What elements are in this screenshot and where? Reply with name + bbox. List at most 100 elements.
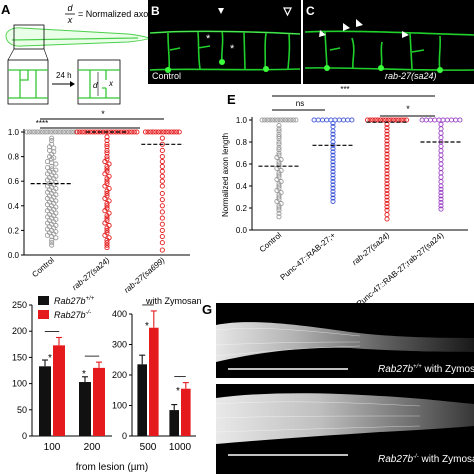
x-category-label: 500 bbox=[140, 442, 157, 453]
data-point bbox=[275, 117, 281, 123]
panel-a-letter: A bbox=[1, 2, 11, 17]
data-point bbox=[163, 129, 169, 135]
data-point bbox=[106, 173, 112, 179]
data-point bbox=[336, 117, 342, 123]
panel-e-letter: E bbox=[227, 92, 236, 107]
data-point bbox=[104, 193, 110, 199]
zoom-box-after bbox=[77, 59, 121, 105]
data-point bbox=[384, 171, 390, 177]
data-point bbox=[276, 210, 282, 217]
data-point bbox=[438, 179, 444, 185]
panel-b-cell-body bbox=[219, 59, 225, 65]
data-point bbox=[440, 117, 446, 123]
y-tick-label: 0.6 bbox=[236, 160, 248, 169]
data-point bbox=[264, 117, 270, 123]
data-point bbox=[330, 169, 336, 175]
data-point bbox=[276, 139, 282, 145]
data-point bbox=[24, 129, 30, 135]
caption-gene: Rab27b bbox=[378, 364, 413, 375]
data-point bbox=[104, 218, 110, 224]
data-point bbox=[104, 147, 110, 153]
data-point bbox=[277, 117, 283, 123]
data-point bbox=[438, 126, 444, 132]
data-point bbox=[276, 172, 282, 178]
data-point bbox=[276, 214, 282, 220]
data-point bbox=[384, 191, 390, 197]
legend-swatch-ko bbox=[38, 310, 49, 319]
data-point bbox=[423, 117, 429, 123]
panel-f-x-axis-title: from lesion (µm) bbox=[76, 462, 148, 473]
y-tick-label: 400 bbox=[112, 309, 127, 319]
data-point bbox=[384, 204, 390, 210]
y-tick-label: 50 bbox=[17, 405, 27, 415]
data-point bbox=[345, 117, 351, 123]
data-point bbox=[330, 179, 336, 185]
data-point bbox=[448, 117, 455, 123]
data-point bbox=[161, 129, 167, 135]
x-category-label: Control bbox=[30, 255, 56, 279]
data-point bbox=[53, 235, 59, 241]
data-point bbox=[330, 185, 336, 191]
data-point bbox=[159, 163, 165, 169]
data-point bbox=[438, 174, 444, 180]
data-point bbox=[74, 129, 80, 135]
zoom-guide-right bbox=[43, 48, 49, 61]
filled-arrowhead-icon bbox=[356, 19, 363, 27]
data-point bbox=[159, 190, 165, 197]
panel-d-dots bbox=[24, 129, 184, 253]
equation-denominator: x bbox=[67, 15, 73, 25]
panel-c-caption: rab-27(sa24) bbox=[385, 71, 437, 81]
zoom-box-before bbox=[7, 59, 49, 105]
legend-genotype-sup: +/+ bbox=[86, 296, 95, 302]
bar bbox=[39, 366, 51, 436]
data-point bbox=[106, 186, 112, 192]
data-point bbox=[278, 179, 284, 185]
legend-gene: Rab27b bbox=[54, 310, 86, 320]
data-point bbox=[53, 167, 59, 173]
data-point bbox=[104, 181, 110, 187]
sig-star: * bbox=[145, 321, 149, 332]
data-point bbox=[49, 242, 55, 248]
data-point bbox=[53, 222, 59, 229]
bar bbox=[53, 345, 65, 436]
data-point bbox=[330, 195, 336, 201]
panel-f-bars bbox=[39, 304, 191, 436]
data-point bbox=[166, 129, 172, 135]
data-point bbox=[438, 196, 444, 202]
data-point bbox=[159, 233, 165, 240]
caption-rest: with Zymosan bbox=[419, 454, 474, 465]
nerve-fiber-lines-wt bbox=[215, 328, 361, 357]
data-point bbox=[79, 129, 85, 135]
data-point bbox=[51, 149, 57, 155]
data-point bbox=[104, 203, 110, 209]
data-point bbox=[438, 203, 444, 209]
data-point bbox=[104, 166, 110, 172]
data-point bbox=[330, 152, 336, 158]
x-category-label: 100 bbox=[44, 442, 61, 453]
data-point bbox=[384, 158, 390, 164]
y-tick-label: 200 bbox=[112, 370, 127, 380]
data-point bbox=[438, 186, 444, 192]
data-point bbox=[384, 174, 390, 180]
filled-arrowhead-icon bbox=[343, 23, 350, 31]
data-point bbox=[398, 117, 404, 123]
data-point bbox=[159, 240, 165, 246]
data-point bbox=[134, 129, 140, 135]
data-point bbox=[53, 210, 59, 216]
data-point bbox=[332, 117, 338, 123]
data-point bbox=[384, 128, 390, 134]
data-point bbox=[330, 198, 336, 204]
y-tick-label: 100 bbox=[112, 401, 127, 411]
zymosan-label: with Zymosan bbox=[145, 296, 202, 306]
data-point bbox=[384, 201, 390, 207]
legend-swatch-wt bbox=[38, 296, 49, 305]
data-point bbox=[285, 117, 291, 123]
data-point bbox=[159, 227, 165, 233]
data-point bbox=[375, 117, 381, 123]
data-point bbox=[49, 163, 55, 169]
data-point bbox=[330, 165, 336, 171]
neuron-schematic-before bbox=[8, 69, 48, 99]
data-point bbox=[340, 117, 347, 123]
data-point bbox=[49, 135, 55, 141]
